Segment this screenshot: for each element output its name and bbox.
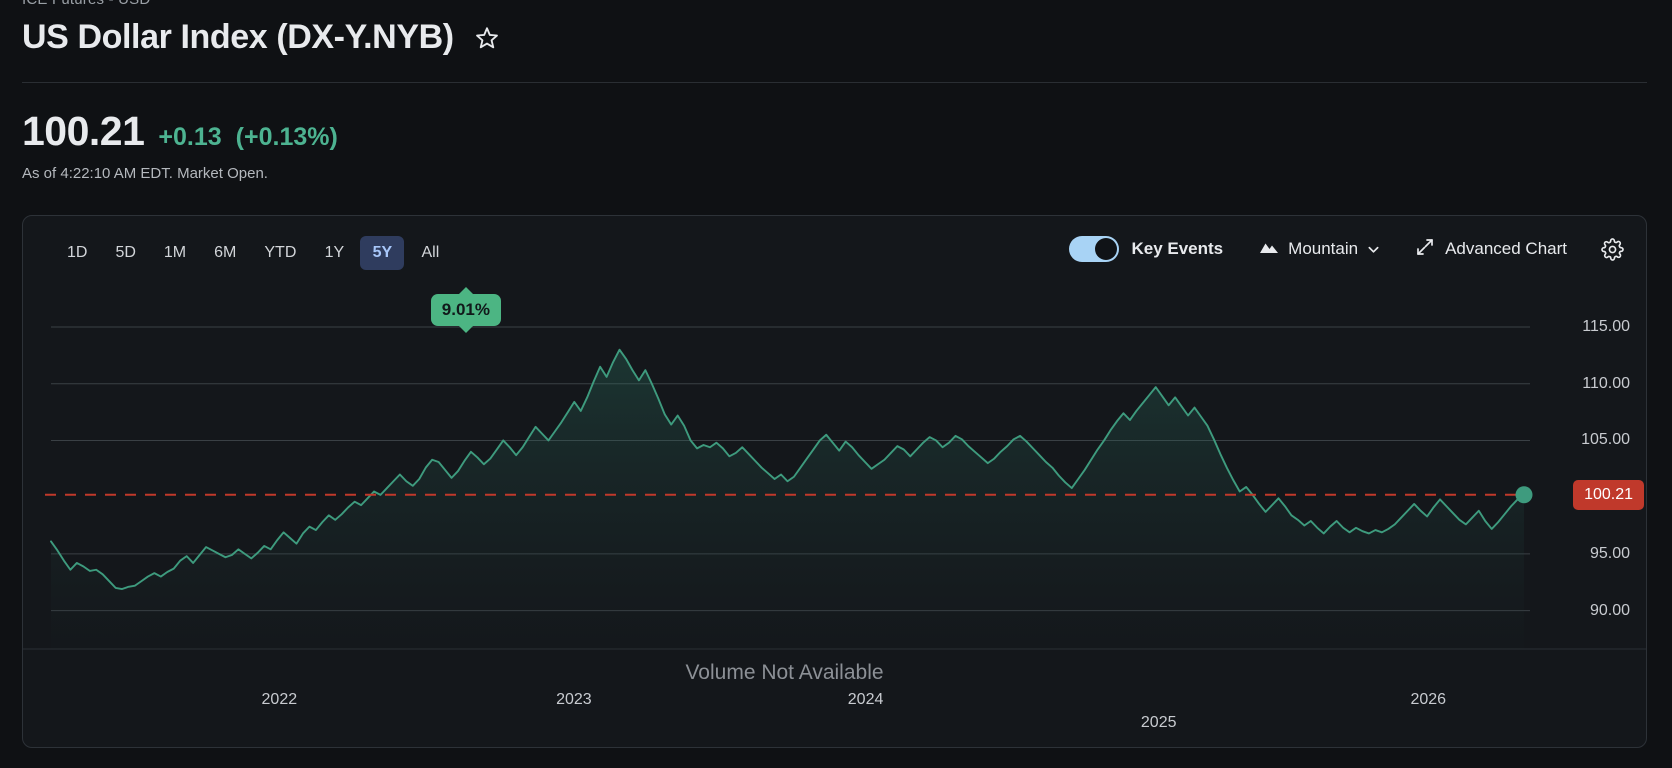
x-axis-tick-label: 2024 <box>847 691 884 708</box>
price-chart-svg <box>23 326 1646 650</box>
range-button-6m[interactable]: 6M <box>202 236 248 270</box>
range-button-all[interactable]: All <box>408 236 452 270</box>
x-axis-tick-label: 2026 <box>1410 691 1447 708</box>
chart-type-dropdown[interactable]: Mountain <box>1259 239 1380 259</box>
quote-price: 100.21 <box>22 108 145 154</box>
title-row: US Dollar Index (DX-Y.NYB) <box>22 18 500 57</box>
range-button-1d[interactable]: 1D <box>55 236 99 270</box>
key-events-toggle[interactable] <box>1069 236 1120 262</box>
chevron-down-icon <box>1367 243 1380 256</box>
chart-type-label: Mountain <box>1288 239 1359 258</box>
quote-row: 100.21 +0.13 (+0.13%) <box>22 108 338 155</box>
expand-arrows-icon <box>1416 238 1434 261</box>
key-events-toggle-group[interactable]: Key Events <box>1069 236 1223 262</box>
chart-toolbar: 1D 5D 1M 6M YTD 1Y 5Y All Key Events Mountain <box>23 216 1646 292</box>
y-axis-tick-label: 115.00 <box>1582 318 1630 335</box>
key-events-label: Key Events <box>1131 239 1224 258</box>
toggle-knob <box>1095 238 1118 260</box>
range-button-5d[interactable]: 5D <box>103 236 147 270</box>
exchange-label: ICE Futures - USD <box>22 0 150 8</box>
current-price-badge: 100.21 <box>1573 479 1644 510</box>
page-title: US Dollar Index (DX-Y.NYB) <box>22 18 454 56</box>
header-divider <box>22 82 1647 83</box>
star-outline-icon[interactable] <box>474 25 500 51</box>
chart-area-fill <box>51 349 1524 649</box>
quote-change-percent: (+0.13%) <box>235 123 338 151</box>
y-axis-tick-label: 105.00 <box>1581 431 1630 449</box>
quote-change: +0.13 <box>158 123 222 151</box>
range-button-1y[interactable]: 1Y <box>312 236 356 270</box>
y-axis-tick-label: 110.00 <box>1582 374 1630 392</box>
mountain-icon <box>1259 240 1279 259</box>
advanced-chart-label: Advanced Chart <box>1445 239 1567 258</box>
chart-plot-area[interactable] <box>23 292 1646 749</box>
range-button-ytd[interactable]: YTD <box>252 236 308 270</box>
current-price-marker <box>1515 486 1533 504</box>
y-axis: 90.00 95.00 105.00 110.00 115.00 <box>1540 292 1636 692</box>
key-event-badge[interactable]: 9.01% <box>430 294 501 326</box>
advanced-chart-button[interactable]: Advanced Chart <box>1416 238 1567 261</box>
chart-tools: Key Events Mountain <box>1069 236 1624 262</box>
volume-not-available-note: Volume Not Available <box>685 661 884 684</box>
range-selector: 1D 5D 1M 6M YTD 1Y 5Y All <box>55 236 452 270</box>
range-button-5y[interactable]: 5Y <box>360 236 405 270</box>
y-axis-tick-label: 95.00 <box>1589 544 1630 562</box>
quote-timestamp: As of 4:22:10 AM EDT. Market Open. <box>22 165 268 182</box>
range-button-1m[interactable]: 1M <box>152 236 198 270</box>
x-axis-tick-label: 2022 <box>261 691 298 708</box>
x-axis-tick-label: 2023 <box>556 691 592 708</box>
y-axis-tick-label: 90.00 <box>1589 601 1630 619</box>
x-axis-tick-label: 2025 <box>1140 714 1177 731</box>
chart-card: 1D 5D 1M 6M YTD 1Y 5Y All Key Events Mountain <box>22 215 1647 748</box>
chart-line <box>50 348 1525 590</box>
gear-icon[interactable] <box>1601 237 1624 261</box>
